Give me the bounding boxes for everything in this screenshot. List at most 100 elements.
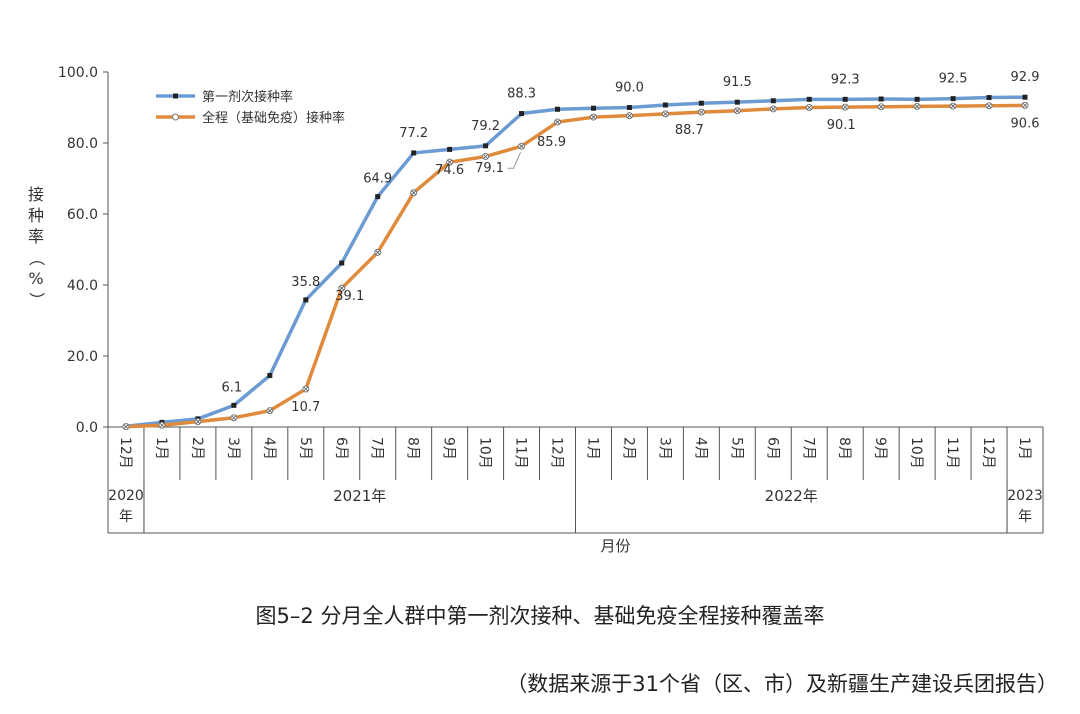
- first-dose-data-label: 79.2: [471, 119, 500, 134]
- x-month-label: 5月: [728, 437, 744, 460]
- x-month-label: 6月: [764, 437, 780, 460]
- first-dose-point: [662, 102, 668, 108]
- legend-entry-label: 全程（基础免疫）接种率: [202, 110, 345, 126]
- x-month-label: 12月: [117, 437, 133, 469]
- first-dose-point: [698, 100, 704, 106]
- x-month-label: 4月: [692, 437, 708, 460]
- first-dose-point: [770, 98, 776, 104]
- full-course-point-mark: [375, 250, 380, 255]
- data-source-note: （数据来源于31个省（区、市）及新疆生产建设兵团报告）: [506, 672, 1058, 696]
- full-course-data-label: 90.6: [1011, 116, 1040, 131]
- figure-caption: 图5–2 分月全人群中第一剂次接种、基础免疫全程接种覆盖率: [255, 604, 825, 628]
- full-course-point-mark: [842, 104, 848, 110]
- series-full-course-line: [125, 103, 1026, 429]
- full-course-point-mark: [267, 408, 273, 413]
- y-tick-label: 80.0: [67, 136, 98, 152]
- y-tick-label: 40.0: [67, 278, 98, 294]
- x-month-label: 7月: [369, 437, 385, 460]
- label-leader-line: [507, 151, 522, 169]
- full-course-point-mark: [663, 111, 668, 117]
- first-dose-point: [1022, 94, 1028, 100]
- first-dose-data-label: 77.2: [399, 126, 428, 141]
- full-course-point-mark: [914, 104, 920, 109]
- first-dose-data-label: 6.1: [222, 380, 243, 395]
- legend-entry-label: 第一剂次接种率: [202, 89, 293, 105]
- x-month-label: 9月: [441, 437, 457, 460]
- full-course-point-mark: [483, 154, 488, 159]
- x-axis-title: 月份: [600, 537, 630, 555]
- full-course-point-mark: [339, 285, 345, 291]
- x-month-label: 3月: [225, 437, 241, 460]
- full-course-point-mark: [519, 143, 524, 149]
- first-dose-point: [590, 105, 596, 111]
- x-month-label: 10月: [908, 437, 924, 469]
- full-course-point-mark: [627, 113, 632, 118]
- full-course-data-label: 10.7: [291, 400, 320, 415]
- first-dose-point: [375, 194, 381, 200]
- x-year-label-suffix: 年: [119, 509, 133, 525]
- y-axis-label-char: （: [27, 250, 46, 266]
- first-dose-data-label: 92.5: [939, 72, 968, 87]
- full-course-point-mark: [950, 103, 956, 109]
- full-course-point-mark: [735, 108, 740, 113]
- first-dose-point: [914, 96, 920, 102]
- y-axis-label-char: ）: [27, 292, 46, 308]
- y-axis-label-char: 种: [28, 206, 44, 225]
- x-year-label: 2022年: [765, 487, 818, 505]
- legend-full-course-marker: [172, 113, 179, 121]
- first-dose-data-label: 90.0: [615, 81, 644, 96]
- x-month-label: 1月: [584, 437, 600, 460]
- first-dose-data-label: 92.3: [831, 72, 860, 87]
- first-dose-point: [339, 260, 345, 266]
- first-dose-point: [806, 96, 812, 102]
- x-month-label: 1月: [1016, 437, 1032, 460]
- legend-first-dose-marker: [173, 93, 178, 99]
- full-course-point-mark: [878, 104, 884, 110]
- first-dose-data-label: 35.8: [291, 275, 320, 290]
- x-month-label: 7月: [800, 437, 816, 460]
- first-dose-point: [878, 96, 884, 102]
- first-dose-point: [231, 402, 237, 408]
- full-course-point-mark: [231, 415, 237, 421]
- first-dose-point: [483, 143, 489, 149]
- first-dose-point: [555, 106, 561, 112]
- full-course-point-mark: [123, 424, 129, 429]
- x-month-label: 12月: [980, 437, 996, 469]
- full-course-point-mark: [771, 106, 776, 112]
- y-tick-label: 0.0: [76, 420, 98, 436]
- first-dose-point: [986, 95, 992, 101]
- full-course-point-mark: [195, 419, 201, 424]
- full-course-point-mark: [303, 386, 309, 392]
- y-axis-label-char: 率: [28, 227, 44, 246]
- first-dose-data-label: 88.3: [507, 87, 536, 102]
- x-month-label: 8月: [405, 437, 421, 460]
- full-course-data-label: 88.7: [675, 123, 704, 138]
- full-course-point-mark: [591, 114, 596, 120]
- full-course-point-mark: [1022, 103, 1028, 108]
- first-dose-data-label: 64.9: [363, 172, 392, 187]
- full-course-data-label: 90.1: [827, 118, 856, 133]
- x-year-label: 2020: [108, 488, 144, 504]
- full-course-data-label: 85.9: [537, 135, 566, 150]
- x-month-label: 11月: [944, 437, 960, 469]
- y-tick-label: 20.0: [67, 349, 98, 365]
- x-month-label: 2月: [620, 437, 636, 460]
- x-month-label: 3月: [656, 437, 672, 460]
- first-dose-point: [950, 96, 956, 102]
- y-tick-label: 100.0: [58, 65, 98, 81]
- full-course-data-label: 79.1: [475, 161, 504, 176]
- first-dose-point: [267, 373, 273, 379]
- x-month-label: 2月: [189, 437, 205, 460]
- first-dose-point: [411, 150, 417, 156]
- first-dose-point: [734, 99, 740, 105]
- x-month-label: 6月: [333, 437, 349, 460]
- full-course-point-mark: [411, 190, 416, 195]
- full-course-point-mark: [986, 103, 992, 109]
- x-year-label: 2023: [1007, 488, 1043, 504]
- full-course-point-mark: [806, 105, 812, 110]
- x-year-label-suffix: 年: [1018, 509, 1032, 525]
- x-year-label: 2021年: [333, 487, 386, 505]
- coverage-line-chart: 0.0 20.0 40.0 60.0 80.0 100.0 接种率 （% ） 12月 1月 2月 3月 4…: [27, 65, 1044, 555]
- x-month-label: 8月: [836, 437, 852, 460]
- x-month-label: 5月: [297, 437, 313, 460]
